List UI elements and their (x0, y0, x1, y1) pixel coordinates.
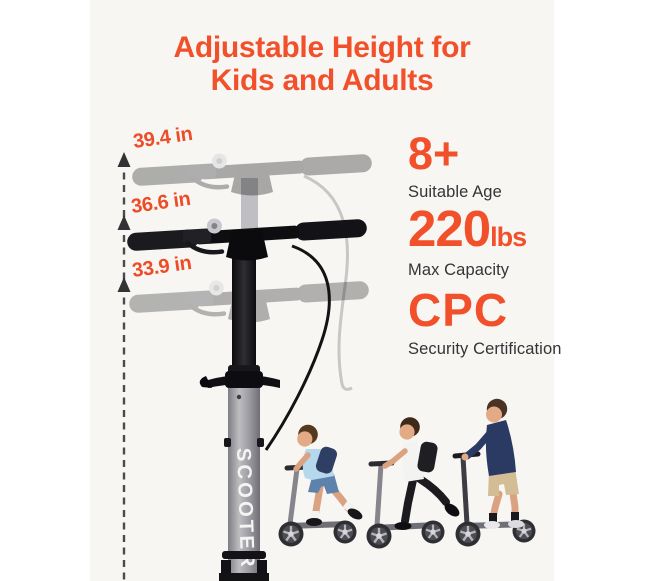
page-title: Adjustable Height for Kids and Adults (90, 31, 554, 97)
scooter-wheel (277, 520, 305, 548)
spec-age-value: 8+ (408, 128, 460, 179)
up-arrow-icon (117, 215, 131, 230)
rider-teen (365, 417, 460, 550)
up-arrow-icon (117, 277, 131, 292)
scooter-wheel (454, 520, 482, 548)
spec-max-capacity: 220lbs Max Capacity (408, 200, 527, 280)
height-guide (117, 152, 131, 581)
rider-child (277, 424, 363, 548)
spec-capacity-value: 220lbs (408, 200, 527, 257)
up-arrow-icon (117, 152, 131, 167)
spec-cert-value: CPC (408, 284, 509, 336)
rider-adult (452, 398, 537, 548)
title-line-2: Kids and Adults (210, 64, 434, 97)
stem-brand-text: SCOOTER (232, 447, 258, 570)
ghost-handlebar-top (131, 144, 373, 391)
scooter-wheel (332, 519, 358, 545)
spec-age-label: Suitable Age (408, 183, 502, 201)
spec-suitable-age: 8+ Suitable Age (408, 131, 502, 202)
folding-clamp (199, 365, 280, 388)
scooter-wheel (365, 522, 393, 550)
spec-cert-label: Security Certification (408, 340, 562, 358)
brake-cable (264, 244, 331, 451)
scooter-wheel (420, 519, 446, 545)
quick-release-lever (199, 376, 212, 388)
riders (277, 398, 537, 550)
spec-capacity-label: Max Capacity (408, 261, 510, 279)
spec-certification: CPC Security Certification (408, 287, 562, 359)
scooter-stem: SCOOTER (199, 248, 280, 581)
title-line-1: Adjustable Height for (173, 31, 471, 64)
ghost-brake-cable (303, 174, 353, 391)
adjustment-hole (236, 394, 242, 400)
stem-base-clamp (219, 551, 269, 581)
